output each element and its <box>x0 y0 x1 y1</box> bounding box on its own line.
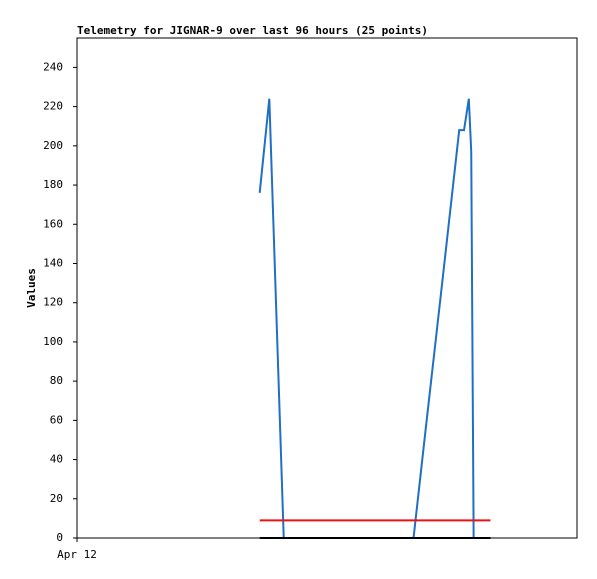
y-tick-label: 140 <box>43 256 63 269</box>
plot-frame <box>76 37 578 539</box>
y-axis-label: Values <box>25 268 38 308</box>
x-tick-label: Apr 12 <box>57 548 97 561</box>
y-tick-label: 20 <box>50 492 63 505</box>
y-tick-label: 80 <box>50 374 63 387</box>
y-tick-label: 60 <box>50 413 63 426</box>
y-tick-label: 120 <box>43 296 63 309</box>
chart-title: Telemetry for JIGNAR-9 over last 96 hour… <box>77 24 428 37</box>
y-tick-label: 220 <box>43 100 63 113</box>
series-line <box>258 98 491 539</box>
y-tick-label: 180 <box>43 178 63 191</box>
y-tick-label: 240 <box>43 60 63 73</box>
y-tick-label: 0 <box>56 531 63 544</box>
y-tick-label: 200 <box>43 139 63 152</box>
y-tick-label: 40 <box>50 453 63 466</box>
y-tick-label: 160 <box>43 217 63 230</box>
y-tick-label: 100 <box>43 335 63 348</box>
